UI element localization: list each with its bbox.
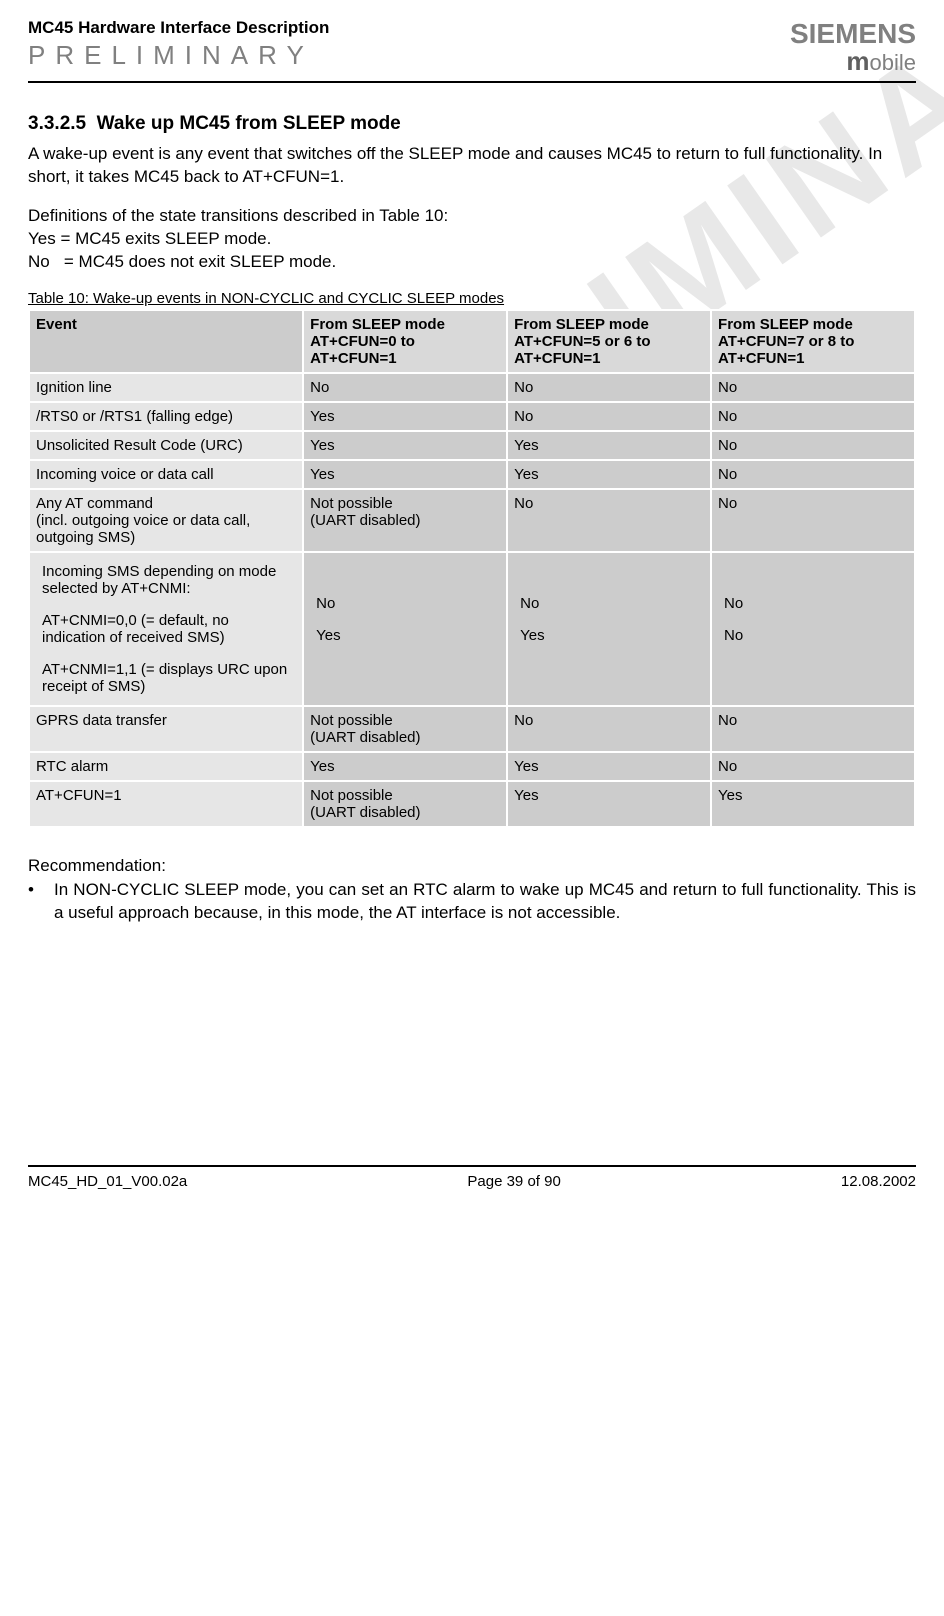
table-row: GPRS data transferNot possible (UART dis…: [30, 707, 914, 751]
brand-logo: SIEMENS mobile: [790, 18, 916, 77]
cell-value: Yes: [304, 753, 506, 780]
table-row: AT+CFUN=1Not possible (UART disabled)Yes…: [30, 782, 914, 826]
cell-value: Not possible (UART disabled): [304, 782, 506, 826]
cell-event: AT+CFUN=1: [30, 782, 302, 826]
cell-value: No: [508, 707, 710, 751]
mobile-logo-m: m: [846, 46, 869, 76]
table-row: Unsolicited Result Code (URC)YesYesNo: [30, 432, 914, 459]
page-footer: MC45_HD_01_V00.02a Page 39 of 90 12.08.2…: [28, 1165, 916, 1190]
cell-value: No: [712, 461, 914, 488]
recommendation-heading: Recommendation:: [28, 856, 916, 876]
footer-docid: MC45_HD_01_V00.02a: [28, 1173, 187, 1190]
document-title: MC45 Hardware Interface Description: [28, 18, 790, 38]
sms-sub-b-c2: Yes: [514, 622, 704, 649]
table-row: RTC alarmYesYesNo: [30, 753, 914, 780]
table-caption: Table 10: Wake-up events in NON-CYCLIC a…: [28, 290, 916, 307]
cell-value: No: [508, 490, 710, 551]
cell-sms-c2: No Yes: [508, 553, 710, 705]
paragraph-def-no: No = MC45 does not exit SLEEP mode.: [28, 251, 916, 274]
cell-value: Yes: [508, 461, 710, 488]
sms-sub-a-c2: No: [514, 590, 704, 622]
cell-event-sms: Incoming SMS depending on mode selected …: [30, 553, 302, 705]
bullet-icon: •: [28, 879, 54, 925]
cell-value: Yes: [508, 753, 710, 780]
sms-sub-a-c3: No: [718, 590, 908, 622]
cell-value: No: [712, 707, 914, 751]
cell-sms-c3: No No: [712, 553, 914, 705]
cell-event: Any AT command (incl. outgoing voice or …: [30, 490, 302, 551]
section-number: 3.3.2.5: [28, 113, 86, 134]
cell-value: No: [712, 753, 914, 780]
section-title: Wake up MC45 from SLEEP mode: [97, 113, 401, 134]
cell-value: Yes: [508, 432, 710, 459]
col-header-event: Event: [30, 311, 302, 372]
preliminary-label: PRELIMINARY: [28, 40, 790, 71]
wakeup-events-table: Event From SLEEP mode AT+CFUN=0 to AT+CF…: [28, 309, 916, 828]
table-header-row: Event From SLEEP mode AT+CFUN=0 to AT+CF…: [30, 311, 914, 372]
page-content: MC45 Hardware Interface Description PREL…: [0, 0, 944, 945]
cell-event: Unsolicited Result Code (URC): [30, 432, 302, 459]
cell-value: Not possible (UART disabled): [304, 707, 506, 751]
cell-value: Yes: [304, 461, 506, 488]
paragraph-intro: A wake-up event is any event that switch…: [28, 143, 916, 189]
cell-value: Yes: [304, 403, 506, 430]
sms-header-text: Incoming SMS depending on mode selected …: [36, 558, 296, 607]
table-row: Incoming voice or data callYesYesNo: [30, 461, 914, 488]
footer-date: 12.08.2002: [841, 1173, 916, 1190]
table-row: Any AT command (incl. outgoing voice or …: [30, 490, 914, 551]
recommendation-bullet: • In NON-CYCLIC SLEEP mode, you can set …: [28, 879, 916, 925]
col-header-cfun78: From SLEEP mode AT+CFUN=7 or 8 to AT+CFU…: [712, 311, 914, 372]
cell-value: Yes: [508, 782, 710, 826]
cell-value: No: [712, 432, 914, 459]
cell-value: No: [304, 374, 506, 401]
sms-sub-b-c1: Yes: [310, 622, 500, 649]
cell-value: No: [712, 403, 914, 430]
cell-value: No: [508, 374, 710, 401]
sms-sub-a-c1: No: [310, 590, 500, 622]
page-header: MC45 Hardware Interface Description PREL…: [28, 18, 916, 77]
section-heading: 3.3.2.5 Wake up MC45 from SLEEP mode: [28, 113, 916, 135]
sms-sub-b-event: AT+CNMI=1,1 (= displays URC upon receipt…: [36, 656, 296, 700]
table-row: Ignition lineNoNoNo: [30, 374, 914, 401]
cell-event: /RTS0 or /RTS1 (falling edge): [30, 403, 302, 430]
cell-sms-c1: No Yes: [304, 553, 506, 705]
header-divider: [28, 81, 916, 83]
cell-value: Not possible (UART disabled): [304, 490, 506, 551]
cell-value: No: [712, 374, 914, 401]
col-header-cfun56: From SLEEP mode AT+CFUN=5 or 6 to AT+CFU…: [508, 311, 710, 372]
col-header-cfun0: From SLEEP mode AT+CFUN=0 to AT+CFUN=1: [304, 311, 506, 372]
cell-event: RTC alarm: [30, 753, 302, 780]
mobile-logo-text: mobile: [790, 46, 916, 77]
cell-value: No: [712, 490, 914, 551]
footer-page: Page 39 of 90: [467, 1173, 560, 1190]
recommendation-text: In NON-CYCLIC SLEEP mode, you can set an…: [54, 879, 916, 925]
cell-value: No: [508, 403, 710, 430]
sms-sub-b-c3: No: [718, 622, 908, 649]
table-row: /RTS0 or /RTS1 (falling edge)YesNoNo: [30, 403, 914, 430]
table-row-sms: Incoming SMS depending on mode selected …: [30, 553, 914, 705]
cell-value: Yes: [304, 432, 506, 459]
sms-sub-a-event: AT+CNMI=0,0 (= default, no indication of…: [36, 607, 296, 656]
mobile-logo-rest: obile: [870, 50, 916, 75]
paragraph-defs-intro: Definitions of the state transitions des…: [28, 205, 916, 228]
cell-event: Incoming voice or data call: [30, 461, 302, 488]
paragraph-def-yes: Yes = MC45 exits SLEEP mode.: [28, 228, 916, 251]
cell-value: Yes: [712, 782, 914, 826]
cell-event: GPRS data transfer: [30, 707, 302, 751]
cell-event: Ignition line: [30, 374, 302, 401]
